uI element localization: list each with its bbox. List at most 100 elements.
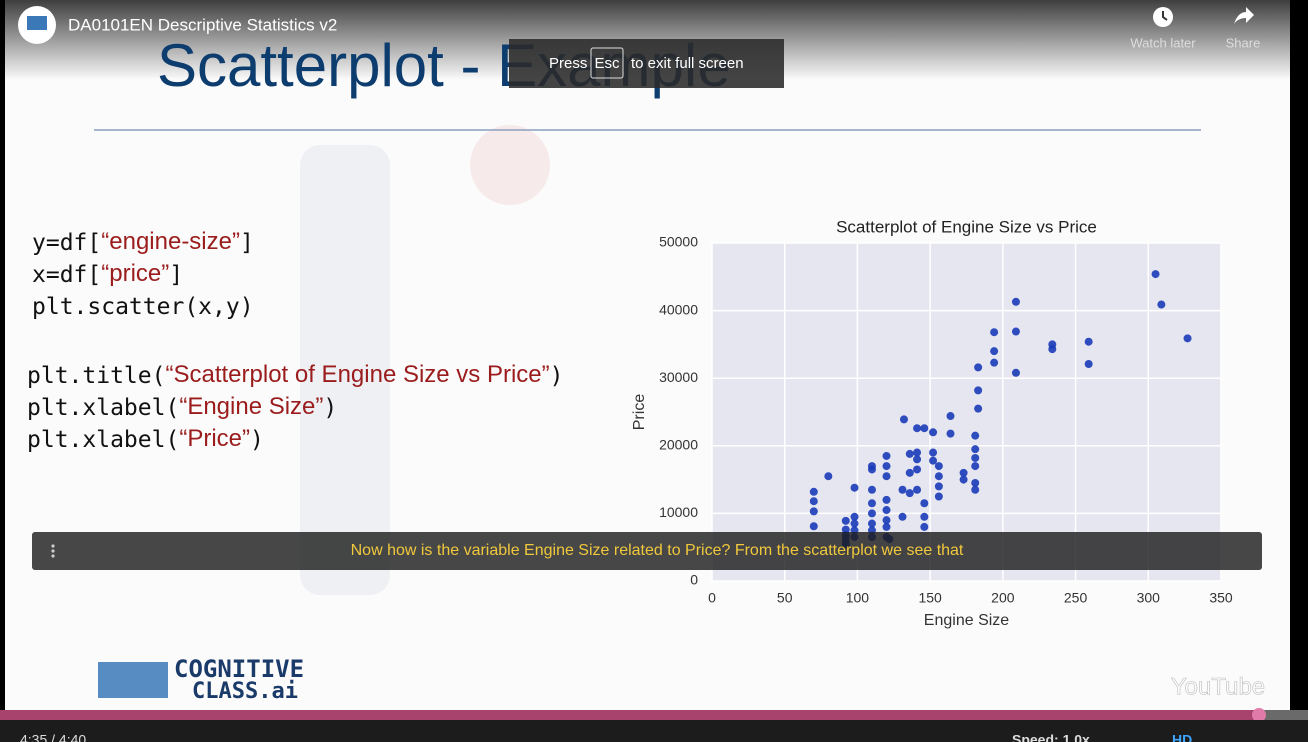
point xyxy=(850,519,859,528)
point xyxy=(929,448,938,457)
point xyxy=(882,451,891,460)
progress-played xyxy=(0,710,1258,720)
point xyxy=(971,462,980,471)
code-text: ] xyxy=(240,230,254,256)
caption-menu[interactable] xyxy=(51,554,55,558)
point xyxy=(898,512,907,521)
fullscreen-hint xyxy=(509,39,784,88)
point xyxy=(1011,327,1020,336)
logo-text: CLASS.ai xyxy=(192,679,298,704)
point xyxy=(913,424,922,433)
x-axis-label: Engine Size xyxy=(924,612,1009,629)
point xyxy=(867,519,876,528)
point xyxy=(882,462,891,471)
point xyxy=(841,516,850,525)
chart-title: Scatterplot of Engine Size vs Price xyxy=(836,217,1097,236)
point xyxy=(882,506,891,515)
point xyxy=(809,522,818,531)
y-axis-label: Price xyxy=(631,394,648,431)
point xyxy=(1157,300,1166,309)
code-text: ] xyxy=(169,262,183,288)
code-line: x=df[“price”] xyxy=(32,260,183,287)
clock-hands xyxy=(1162,11,1168,21)
x-tick-label: 350 xyxy=(1209,590,1233,606)
y-tick-label: 10000 xyxy=(659,504,698,520)
avatar-logo xyxy=(27,16,47,30)
point xyxy=(1011,368,1020,377)
key-box xyxy=(590,47,624,79)
point xyxy=(867,465,876,474)
background-art xyxy=(470,125,550,205)
point xyxy=(882,516,891,525)
code-text: plt.xlabel( xyxy=(27,427,179,453)
video-title[interactable]: DA0101EN Descriptive Statistics v2 xyxy=(68,15,337,34)
point xyxy=(934,482,943,491)
point xyxy=(920,499,929,508)
point xyxy=(959,468,968,477)
point xyxy=(899,415,908,424)
youtube-watermark[interactable]: YouTube xyxy=(1171,673,1266,701)
point xyxy=(882,522,891,531)
x-tick-label: 0 xyxy=(708,590,716,606)
progress-knob[interactable] xyxy=(1252,708,1266,722)
point xyxy=(1183,334,1192,343)
code-line: plt.xlabel(“Engine Size”) xyxy=(27,393,337,420)
point xyxy=(959,475,968,484)
point xyxy=(867,485,876,494)
point xyxy=(850,483,859,492)
share-icon[interactable] xyxy=(1234,7,1254,24)
y-tick-label: 0 xyxy=(690,572,698,588)
code-line: y=df[“engine-size”] xyxy=(32,228,254,255)
point xyxy=(809,487,818,496)
point xyxy=(898,485,907,494)
y-tick-label: 30000 xyxy=(659,369,698,385)
watch-later-label[interactable]: Watch later xyxy=(1130,35,1196,50)
code-text: plt.scatter(x,y) xyxy=(32,294,254,320)
point xyxy=(920,522,929,531)
caption-menu[interactable] xyxy=(51,544,55,548)
y-tick-label: 20000 xyxy=(659,437,698,453)
point xyxy=(934,472,943,481)
point xyxy=(920,512,929,521)
code-string: “Price” xyxy=(179,425,250,452)
caption-bar xyxy=(32,532,1262,570)
hint-text: to exit full screen xyxy=(631,55,744,72)
point xyxy=(971,453,980,462)
x-tick-label: 100 xyxy=(846,590,870,606)
point xyxy=(929,456,938,465)
time-display: 4:35 / 4:40 xyxy=(20,732,86,742)
quality-button[interactable]: HD xyxy=(1172,732,1192,742)
code-text: y=df[ xyxy=(32,230,101,256)
point xyxy=(974,386,983,395)
point xyxy=(913,485,922,494)
x-tick-label: 250 xyxy=(1064,590,1088,606)
point xyxy=(990,347,999,356)
point xyxy=(824,472,833,481)
point xyxy=(934,462,943,471)
code-text: ) xyxy=(323,395,337,421)
share-label[interactable]: Share xyxy=(1226,35,1261,50)
point xyxy=(913,465,922,474)
point xyxy=(867,499,876,508)
point xyxy=(809,497,818,506)
code-line: plt.xlabel(“Price”) xyxy=(27,425,264,452)
speed-button[interactable]: Speed: 1.0x xyxy=(1012,732,1090,742)
point xyxy=(1048,345,1057,354)
key-text: Esc xyxy=(594,55,620,72)
caption-menu[interactable] xyxy=(51,549,55,553)
point xyxy=(971,485,980,494)
x-tick-label: 300 xyxy=(1137,590,1161,606)
code-text: ) xyxy=(250,427,264,453)
code-string: “engine-size” xyxy=(101,228,240,255)
x-tick-label: 50 xyxy=(777,590,793,606)
code-text: plt.xlabel( xyxy=(27,395,179,421)
logo-icon xyxy=(98,662,168,698)
point xyxy=(971,431,980,440)
point xyxy=(971,445,980,454)
code-text: plt.title( xyxy=(27,363,165,389)
code-string: “price” xyxy=(101,260,169,287)
point xyxy=(882,495,891,504)
point xyxy=(1084,337,1093,346)
caption-text: Now how is the variable Engine Size rela… xyxy=(351,542,964,559)
